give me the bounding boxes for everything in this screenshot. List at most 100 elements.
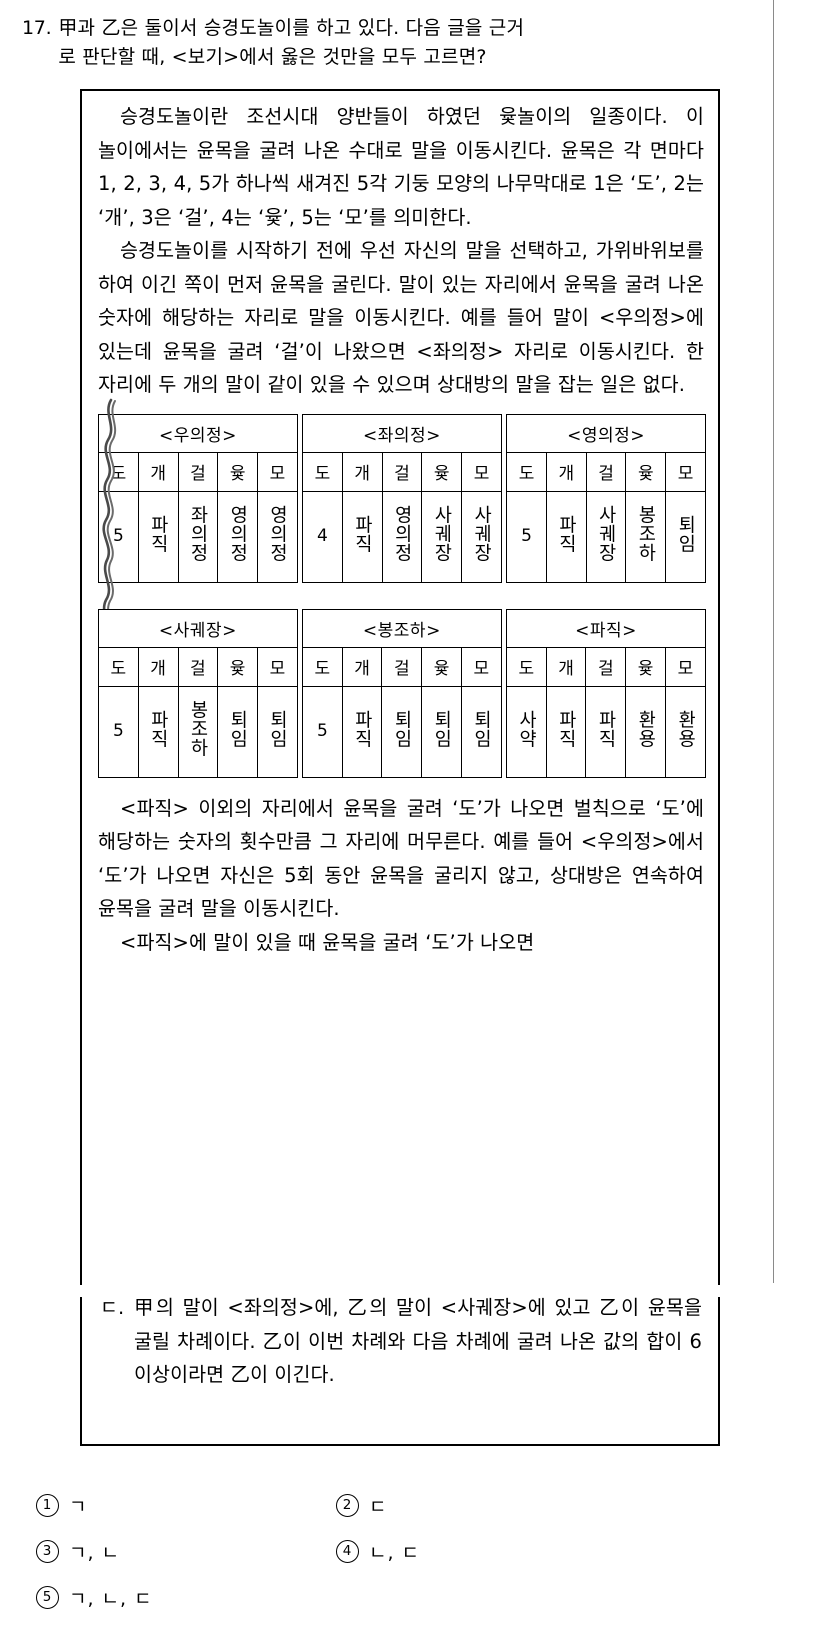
column-header: 개 [341, 451, 383, 492]
board-cell: 파직 [585, 685, 627, 778]
question-number: 17. [22, 17, 52, 39]
board-cell: 퇴임 [257, 685, 298, 778]
board-cell-text: 퇴임 [431, 709, 453, 748]
bogi-box: ㄷ. 甲의 말이 <좌의정>에, 乙의 말이 <사궤장>에 있고 乙이 윤목을 … [80, 1297, 720, 1446]
column-header: 개 [545, 451, 587, 492]
board-table-1-wrap: <우의정> <좌의정> <영의정> 도 개 걸 윷 모 도 개 걸 윷 [98, 398, 706, 651]
choice-row: 3 ㄱ, ㄴ 4 ㄴ, ㄷ [36, 1538, 736, 1565]
column-header: 걸 [177, 646, 219, 687]
passage-paragraph-2: 승경도놀이를 시작하기 전에 우선 자신의 말을 선택하고, 가위바위보를 하여… [98, 239, 704, 396]
board-group-title-row: <사궤장> <봉조하> <파직> [98, 608, 707, 648]
board-cell: 퇴임 [460, 685, 502, 778]
board-group-title: <우의정> [98, 413, 298, 453]
group-separator [500, 647, 507, 686]
board-cell-text: 퇴임 [267, 709, 288, 748]
column-header: 모 [664, 646, 707, 687]
passage-paragraph-1: 승경도놀이란 조선시대 양반들이 하였던 윷놀이의 일종이다. 이 놀이에서는 … [98, 105, 704, 229]
column-header: 개 [545, 646, 587, 687]
board-cell-text: 영의정 [267, 505, 289, 563]
column-header: 걸 [381, 451, 423, 492]
board-cell: 영의정 [257, 490, 298, 583]
board-cell: 파직 [545, 490, 587, 583]
column-header: 걸 [381, 646, 423, 687]
column-header: 걸 [585, 646, 627, 687]
choice-label: ㄱ, ㄴ [69, 1542, 121, 1564]
choice-label: ㄱ, ㄴ, ㄷ [69, 1588, 153, 1610]
column-header: 모 [665, 451, 706, 492]
column-header: 도 [301, 646, 343, 687]
board-cell: 파직 [137, 490, 179, 583]
board-cell-text: 봉조하 [635, 505, 657, 563]
bogi-item: ㄷ. 甲의 말이 <좌의정>에, 乙의 말이 <사궤장>에 있고 乙이 윤목을 … [100, 1297, 702, 1392]
board-cell: 영의정 [217, 490, 259, 583]
column-header: 윷 [217, 451, 259, 492]
group-separator [500, 414, 508, 452]
choice-number-icon: 3 [36, 1540, 59, 1563]
column-header: 윷 [625, 646, 666, 687]
board-cell-text: 파직 [555, 514, 577, 553]
bogi-item-marker: ㄷ. [100, 1297, 125, 1319]
choice-number-icon: 4 [336, 1540, 359, 1563]
board-cell-text: 사궤장 [595, 505, 617, 563]
bogi-item-text: 甲의 말이 <좌의정>에, 乙의 말이 <사궤장>에 있고 乙이 윤목을 굴릴 … [134, 1297, 702, 1386]
board-cell: 퇴임 [217, 685, 258, 778]
board-cell: 사약 [505, 685, 547, 778]
choice-option-3[interactable]: 3 ㄱ, ㄴ [36, 1538, 336, 1565]
choice-row: 5 ㄱ, ㄴ, ㄷ [36, 1584, 736, 1611]
board-cell: 5 [301, 685, 343, 778]
board-cell: 5 [506, 490, 547, 583]
board-group-title: <좌의정> [302, 413, 502, 453]
page-margin-rule [773, 0, 774, 1283]
group-separator [500, 452, 508, 491]
group-separator [296, 414, 304, 452]
board-cell: 퇴임 [421, 685, 462, 778]
board-cell: 좌의정 [177, 490, 219, 583]
board-cell-text: 봉조하 [187, 700, 209, 758]
board-cell: 봉조하 [177, 685, 219, 778]
board-cell-text: 사약 [515, 709, 537, 748]
board-cell-text: 영의정 [227, 505, 249, 563]
board-column-header-row: 도 개 걸 윷 모 도 개 걸 윷 모 도 개 걸 윷 모 [98, 451, 706, 492]
board-cell-text: 파직 [351, 514, 373, 553]
column-header: 도 [98, 451, 139, 492]
question-header: 17. 甲과 乙은 둘이서 승경도놀이를 하고 있다. 다음 글을 근거 로 판… [22, 14, 742, 72]
question-line-2: 로 판단할 때, <보기>에서 옳은 것만을 모두 고르면? [58, 46, 487, 68]
board-cell-text: 퇴임 [470, 709, 492, 748]
column-header: 개 [341, 646, 383, 687]
choice-label: ㄷ [369, 1496, 388, 1518]
choice-number-icon: 2 [336, 1494, 359, 1517]
board-cell-text: 퇴임 [675, 514, 697, 553]
board-cell-text: 파직 [147, 709, 169, 748]
board-group-title: <영의정> [506, 413, 706, 453]
column-header: 걸 [585, 451, 627, 492]
board-cell: 퇴임 [381, 685, 423, 778]
board-value-row: 5 파직 봉조하 퇴임 퇴임 5 파직 퇴임 퇴임 퇴임 사약 파직 파직 환용 [98, 685, 707, 778]
board-table-1: <우의정> <좌의정> <영의정> 도 개 걸 윷 모 도 개 걸 윷 [98, 413, 706, 583]
board-value-row: 5 파직 좌의정 영의정 영의정 4 파직 영의정 사궤장 사궤장 5 파직 사… [98, 490, 706, 583]
board-cell: 5 [98, 685, 139, 778]
board-cell-text: 환용 [635, 709, 657, 748]
choice-option-5[interactable]: 5 ㄱ, ㄴ, ㄷ [36, 1584, 336, 1611]
choice-option-4[interactable]: 4 ㄴ, ㄷ [336, 1538, 420, 1565]
column-header: 도 [98, 646, 139, 687]
question-text: 甲과 乙은 둘이서 승경도놀이를 하고 있다. 다음 글을 근거 로 판단할 때… [58, 14, 524, 72]
choice-number-icon: 1 [36, 1494, 59, 1517]
board-cell: 사궤장 [585, 490, 627, 583]
group-separator [296, 686, 304, 777]
board-cell: 파직 [545, 685, 587, 778]
group-separator [500, 609, 507, 647]
board-cell: 파직 [341, 490, 383, 583]
answer-choices: 1 ㄱ 2 ㄷ 3 ㄱ, ㄴ 4 ㄴ, ㄷ 5 ㄱ, ㄴ, ㄷ [36, 1492, 736, 1630]
passage-paragraph-3: <파직> 이외의 자리에서 윤목을 굴려 ‘도’가 나오면 벌칙으로 ‘도’에 … [98, 796, 704, 921]
board-table-2: <사궤장> <봉조하> <파직> 도 개 걸 윷 모 도 개 걸 윷 [98, 608, 707, 778]
column-header: 모 [460, 646, 502, 687]
choice-option-1[interactable]: 1 ㄱ [36, 1492, 336, 1519]
board-cell-text: 영의정 [391, 505, 413, 563]
column-header: 도 [302, 451, 343, 492]
board-cell-text: 퇴임 [391, 709, 413, 748]
board-cell-text: 환용 [675, 709, 697, 748]
column-header: 걸 [177, 451, 219, 492]
group-separator [296, 609, 304, 647]
choice-row: 1 ㄱ 2 ㄷ [36, 1492, 736, 1519]
choice-option-2[interactable]: 2 ㄷ [336, 1492, 387, 1519]
